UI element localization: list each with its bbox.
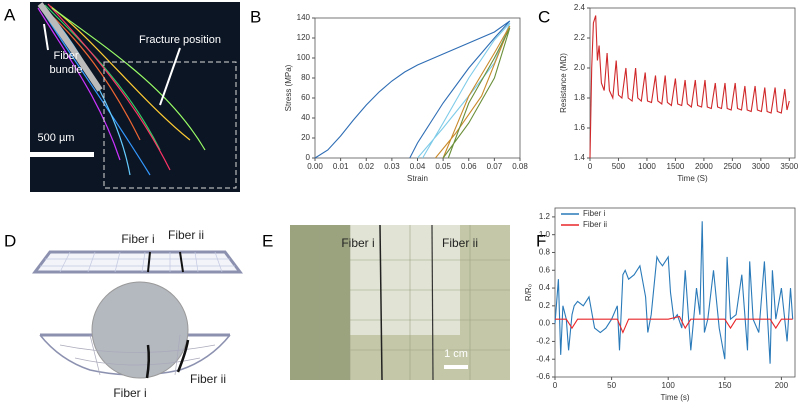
x-tick-label: 3000 (752, 162, 770, 171)
fiber-label: Fiber i (113, 386, 146, 400)
fiber-label: Fiber i (341, 236, 374, 250)
y-tick-label: 120 (297, 33, 311, 42)
y-tick-label: 0.8 (539, 248, 551, 257)
x-tick-label: 0.00 (307, 162, 323, 171)
data-line (314, 20, 511, 159)
y-tick-label: 0.2 (539, 301, 551, 310)
panel-e-image (290, 224, 510, 381)
fiber-label: Fiber ii (168, 228, 204, 242)
data-line (417, 22, 511, 159)
y-tick-label: 1.0 (539, 230, 551, 239)
x-tick-label: 150 (718, 381, 732, 390)
panel-letter: A (4, 5, 16, 24)
y-tick-label: 80 (301, 73, 310, 82)
y-tick-label: 20 (301, 133, 310, 142)
x-tick-label: 200 (775, 381, 789, 390)
y-axis-label: Stress (MPa) (284, 64, 293, 111)
panel-letter: E (262, 231, 273, 250)
y-tick-label: 0.4 (539, 283, 551, 292)
x-tick-label: 1500 (667, 162, 685, 171)
data-line (434, 25, 511, 159)
y-tick-label: -0.2 (536, 337, 550, 346)
fiber-label: Fiber ii (442, 236, 478, 250)
legend-label: Fiber i (583, 209, 605, 218)
scale-label: 1 cm (444, 348, 468, 360)
x-tick-label: 50 (607, 381, 616, 390)
panel-letter: F (536, 231, 546, 250)
x-tick-label: 0.03 (384, 162, 400, 171)
x-tick-label: 0.04 (410, 162, 426, 171)
x-tick-label: 2000 (695, 162, 713, 171)
x-tick-label: 0 (553, 381, 558, 390)
data-line (555, 315, 793, 334)
x-axis-label: Time (S) (677, 174, 708, 183)
x-tick-label: 2500 (723, 162, 741, 171)
y-tick-label: 1.8 (574, 93, 586, 102)
x-tick-label: 0.06 (461, 162, 477, 171)
panel-letter: C (538, 7, 550, 26)
y-tick-label: 1.2 (539, 212, 551, 221)
x-tick-label: 100 (662, 381, 676, 390)
y-tick-label: 60 (301, 93, 310, 102)
x-tick-label: 3500 (780, 162, 798, 171)
x-tick-label: 0.05 (435, 162, 451, 171)
scale-label: 500 µm (38, 132, 75, 144)
fiber-label: Fiber ii (190, 372, 226, 386)
x-tick-label: 0.08 (512, 162, 528, 171)
annotation: Fiber (53, 50, 78, 62)
x-axis-label: Time (s) (660, 393, 689, 402)
y-tick-label: 2.2 (574, 33, 586, 42)
data-line (442, 27, 511, 159)
y-tick-label: 140 (297, 13, 311, 22)
x-axis-label: Strain (407, 174, 428, 183)
data-line (554, 221, 794, 364)
y-axis-label: Resistance (MΩ) (559, 53, 568, 113)
y-tick-label: 1.4 (574, 153, 586, 162)
panel-a-image (18, 2, 240, 192)
x-tick-label: 0.07 (487, 162, 503, 171)
x-tick-label: 0 (588, 162, 593, 171)
annotation: Fracture position (139, 34, 221, 46)
x-tick-label: 0.01 (333, 162, 349, 171)
y-tick-label: -0.6 (536, 372, 550, 381)
legend-label: Fiber ii (583, 220, 607, 229)
panel-letter: D (4, 231, 16, 250)
y-tick-label: 1.6 (574, 123, 586, 132)
y-tick-label: 0.0 (539, 319, 551, 328)
plot-frame (554, 207, 796, 378)
data-line (589, 15, 790, 159)
fiber-label: Fiber i (121, 232, 154, 246)
x-tick-label: 500 (612, 162, 626, 171)
y-tick-label: 0 (306, 153, 311, 162)
x-tick-label: 0.02 (358, 162, 374, 171)
y-tick-label: 40 (301, 113, 310, 122)
panel-d-diagram (32, 250, 243, 379)
annotation: bundle (49, 64, 82, 76)
y-tick-label: 100 (297, 53, 311, 62)
y-tick-label: -0.4 (536, 354, 550, 363)
y-tick-label: 0.6 (539, 265, 551, 274)
y-tick-label: 2.4 (574, 3, 586, 12)
y-tick-label: 2.0 (574, 63, 586, 72)
x-tick-label: 1000 (638, 162, 656, 171)
plot-frame (589, 7, 796, 159)
panel-letter: B (250, 7, 261, 26)
y-axis-label: R/R₀ (524, 284, 533, 301)
